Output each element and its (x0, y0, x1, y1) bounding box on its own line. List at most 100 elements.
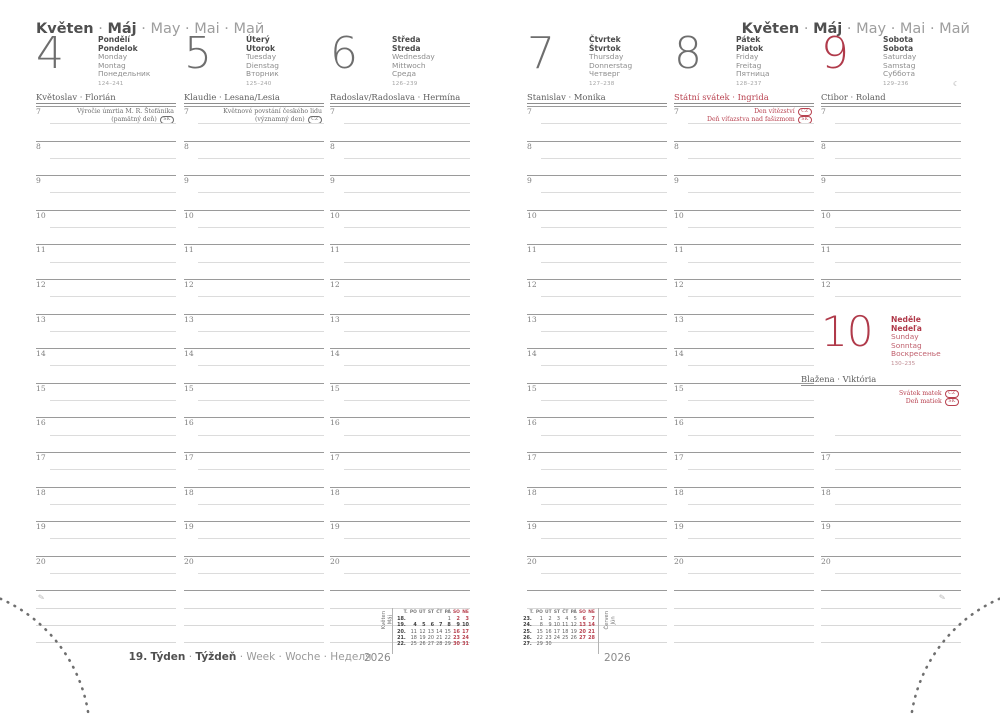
hour-row[interactable]: 16 (527, 417, 667, 452)
hour-row[interactable]: 14 (184, 348, 324, 383)
hour-row[interactable]: 18 (674, 486, 814, 522)
notes-area[interactable] (330, 590, 470, 646)
hour-row[interactable]: 9 (184, 175, 324, 210)
hour-row[interactable]: 9 (821, 175, 961, 210)
day-block-wednesday[interactable]: 6 Středa Streda Wednesday Mittwoch Среда 126–2… (330, 28, 470, 104)
hour-grid[interactable]: 7 8 9 10 11 12 13 14 15 16 17 18 19 20 (674, 106, 814, 590)
hour-row[interactable]: 12 (184, 279, 324, 314)
hour-row[interactable]: 13 (674, 313, 814, 349)
hour-row[interactable]: 13 (527, 313, 667, 349)
hour-row[interactable]: 9 (330, 175, 470, 210)
notes-area[interactable]: ✎ (821, 590, 961, 646)
hour-row[interactable]: 19 (527, 521, 667, 556)
mini-calendar[interactable]: T. PO ÚT ST ČT PÁ SO NE 23. 1 2 3 4 5 6 7 24. 8 9 10 11 12 13 1… (522, 610, 596, 647)
hour-row[interactable]: 10 (527, 209, 667, 245)
day-block-sunday[interactable]: 10 Neděle Nedeľa Sunday Sonntag Воскресенье 13… (801, 308, 961, 432)
hour-row[interactable]: 17 (527, 452, 667, 487)
hour-row[interactable]: 19 (184, 521, 324, 556)
hour-row[interactable]: 8 (330, 140, 470, 176)
hour-row[interactable]: 20 (330, 555, 470, 591)
hour-row[interactable]: 12 (36, 279, 176, 314)
hour-row[interactable]: 11 (330, 244, 470, 279)
hour-row[interactable]: 13 (184, 313, 324, 349)
hour-row[interactable]: 8 (184, 140, 324, 176)
hour-row[interactable]: 7 (527, 106, 667, 141)
notes-area[interactable] (527, 590, 667, 646)
hour-row[interactable]: 17 (184, 452, 324, 487)
hour-row[interactable]: 16 (330, 417, 470, 452)
hour-row[interactable]: 14 (674, 348, 814, 383)
hour-row[interactable]: 19 (821, 521, 961, 556)
hour-row[interactable]: 14 (527, 348, 667, 383)
hour-row[interactable]: 14 (36, 348, 176, 383)
hour-row[interactable]: 8 (821, 140, 961, 176)
hour-row[interactable]: 19 (330, 521, 470, 556)
hour-row[interactable]: 9 (674, 175, 814, 210)
day-block-tuesday[interactable]: 5 Úterý Utorok Tuesday Dienstag Вторник 125–24… (184, 28, 324, 124)
day-block-thursday[interactable]: 7 Čtvrtek Štvrtok Thursday Donnerstag Четверг… (527, 28, 667, 104)
hour-row[interactable]: 9 (36, 175, 176, 210)
hour-row[interactable]: 19 (674, 521, 814, 556)
hour-grid[interactable]: 7 8 9 10 11 12 13 14 15 16 17 18 19 20 (527, 106, 667, 590)
hour-row[interactable]: 13 (36, 313, 176, 349)
notes-area[interactable] (674, 590, 814, 646)
hour-row[interactable]: 11 (674, 244, 814, 279)
hour-row[interactable]: 15 (674, 382, 814, 418)
hour-row[interactable]: 15 (36, 382, 176, 418)
hour-row[interactable]: 17 (674, 452, 814, 487)
hour-row[interactable]: 20 (527, 555, 667, 591)
hour-row[interactable]: 12 (674, 279, 814, 314)
hour-row[interactable]: 8 (674, 140, 814, 176)
hour-row[interactable]: 20 (36, 555, 176, 591)
hour-row[interactable]: 11 (821, 244, 961, 279)
hour-row[interactable]: 17 (36, 452, 176, 487)
mini-calendar[interactable]: T. PO ÚT ST ČT PÁ SO NE 18. 1 2 3 19. 4 5 6 7 8 9 10 20. 11 12… (396, 610, 470, 647)
hour-grid[interactable]: 7 8 9 10 11 12 13 14 15 16 17 18 19 20 (36, 106, 176, 590)
hour-row[interactable]: 7 (674, 106, 814, 141)
hour-row[interactable]: 7 (330, 106, 470, 141)
hour-row[interactable]: 7 (821, 106, 961, 141)
hour-row[interactable]: 9 (527, 175, 667, 210)
hour-row[interactable]: 10 (184, 209, 324, 245)
hour-row[interactable]: 7 (36, 106, 176, 141)
hour-row[interactable]: 20 (674, 555, 814, 591)
hour-grid[interactable]: 7 8 9 10 11 12 13 14 15 16 17 18 19 20 (184, 106, 324, 590)
hour-row[interactable]: 12 (821, 279, 961, 314)
hour-row[interactable]: 18 (36, 486, 176, 522)
hour-row[interactable]: 10 (36, 209, 176, 245)
hour-row[interactable]: 16 (674, 417, 814, 452)
hour-row[interactable]: 10 (674, 209, 814, 245)
hour-row[interactable]: 8 (527, 140, 667, 176)
hour-row[interactable]: 18 (184, 486, 324, 522)
hour-row[interactable]: 15 (330, 382, 470, 418)
hour-row[interactable]: 15 (184, 382, 324, 418)
hour-row[interactable]: 13 (330, 313, 470, 349)
day-block-friday[interactable]: 8 Pátek Piatok Friday Freitag Пятница 128–237 S… (674, 28, 814, 124)
hour-row[interactable]: 17 (330, 452, 470, 487)
notes-area[interactable]: ✎ (36, 590, 176, 646)
hour-row[interactable]: 11 (36, 244, 176, 279)
hour-row[interactable]: 12 (527, 279, 667, 314)
hour-row[interactable]: 18 (527, 486, 667, 522)
hour-row[interactable]: 16 (184, 417, 324, 452)
hour-row[interactable]: 12 (330, 279, 470, 314)
hour-row[interactable]: 8 (36, 140, 176, 176)
hour-row[interactable]: 10 (330, 209, 470, 245)
day-block-monday[interactable]: 4 Pondělí Pondelok Monday Montag Понедельник 1… (36, 28, 176, 124)
hour-row[interactable]: 20 (184, 555, 324, 591)
hour-row[interactable]: 11 (527, 244, 667, 279)
hour-row[interactable]: 11 (184, 244, 324, 279)
hour-grid[interactable]: 7 8 9 10 11 12 13 14 15 16 17 18 19 20 (330, 106, 470, 590)
hour-row[interactable]: 17 (821, 452, 961, 487)
hour-row[interactable]: 18 (330, 486, 470, 522)
hour-row[interactable]: 10 (821, 209, 961, 245)
hour-row[interactable]: 16 (36, 417, 176, 452)
hour-row[interactable]: 18 (821, 486, 961, 522)
hour-row[interactable]: 20 (821, 555, 961, 591)
day-block-saturday[interactable]: 9 Sobota Sobota Saturday Samstag Суббота 129–2… (821, 28, 961, 104)
hour-row[interactable]: 7 (184, 106, 324, 141)
hour-row[interactable]: 14 (330, 348, 470, 383)
hour-row[interactable]: 19 (36, 521, 176, 556)
notes-area[interactable] (184, 590, 324, 646)
hour-row[interactable]: 15 (527, 382, 667, 418)
